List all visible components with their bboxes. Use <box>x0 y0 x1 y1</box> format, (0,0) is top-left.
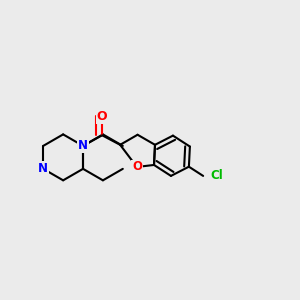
Text: O: O <box>132 160 142 173</box>
Text: O: O <box>97 110 107 123</box>
Text: N: N <box>38 162 48 175</box>
Text: N: N <box>78 140 88 152</box>
Text: Cl: Cl <box>211 169 223 182</box>
